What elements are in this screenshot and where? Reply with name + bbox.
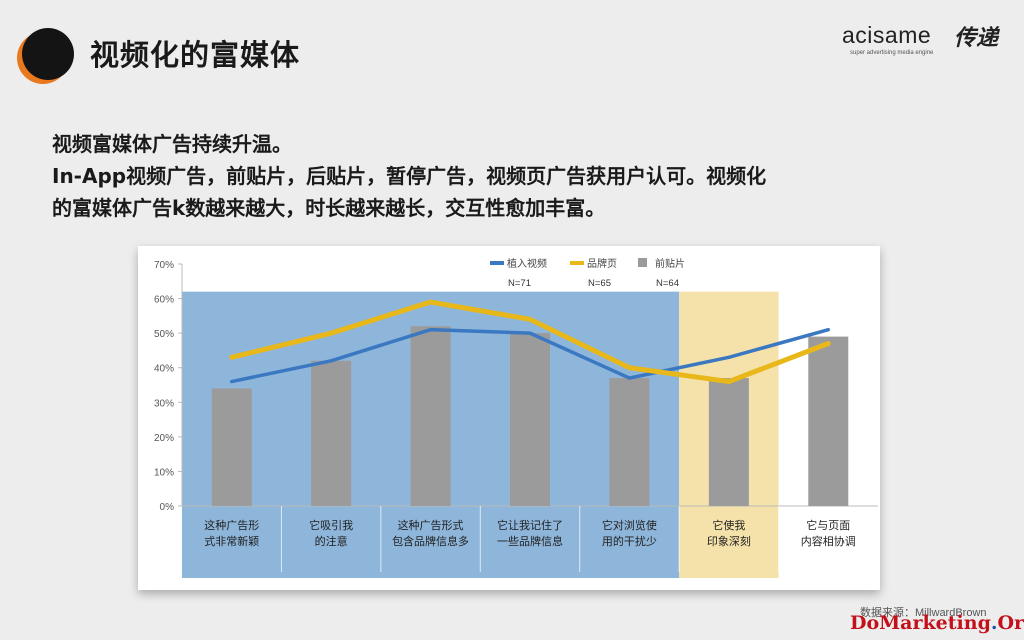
y-tick-label: 70% xyxy=(154,260,174,271)
legend-swatch xyxy=(490,261,504,265)
x-tick-label: 一些品牌信息 xyxy=(497,534,563,548)
x-tick-label: 它吸引我 xyxy=(309,518,353,532)
y-tick-label: 0% xyxy=(160,502,175,513)
bar-1 xyxy=(211,388,252,506)
body-line-1: 视频富媒体广告持续升温。 xyxy=(52,132,292,156)
source-note: 数据来源：MillwardBrown xyxy=(860,607,987,619)
body-text: 视频富媒体广告持续升温。 In-App视频广告，前贴片，后贴片，暂停广告，视频页… xyxy=(52,128,972,224)
bar-4 xyxy=(510,333,550,506)
header-circle-icon xyxy=(22,28,74,80)
x-tick-label: 它对浏览使 xyxy=(602,518,657,532)
brand-logo: acisame 传递 super advertising media engin… xyxy=(842,20,1002,60)
x-tick-label: 这种广告形式 xyxy=(398,518,464,532)
bar-5 xyxy=(609,378,650,506)
logo-tagline: super advertising media engine xyxy=(850,50,934,56)
chart-card: 0% 10% 20% 30% 40% 50% 60% 70% 这种广告形式非常新颖 它吸引我的注意… xyxy=(138,246,880,590)
bar-6 xyxy=(708,378,749,506)
logo-text: acisame xyxy=(842,22,932,48)
logo-cn-text: 传递 xyxy=(954,26,999,51)
line-series-2 xyxy=(229,299,831,385)
x-tick-label: 内容相协调 xyxy=(801,534,856,548)
watermark: DoMarketing.Org xyxy=(850,612,1024,634)
x-tick-label: 它使我 xyxy=(712,518,745,532)
watermark-tld: Org xyxy=(997,612,1024,634)
legend-swatch xyxy=(570,261,584,265)
legend-label: 前贴片 xyxy=(655,257,685,270)
watermark-main: DoMarketing xyxy=(850,612,991,634)
x-tick-label: 用的干扰少 xyxy=(602,534,657,548)
legend-n-label: N=71 xyxy=(508,278,531,289)
x-tick-label: 它让我记住了 xyxy=(497,518,563,532)
x-tick-label: 包含品牌信息多 xyxy=(392,534,469,548)
body-line-2: In-App视频广告，前贴片，后贴片，暂停广告，视频页广告获用户认可。视频化 xyxy=(52,164,767,188)
y-tick-label: 10% xyxy=(154,467,174,478)
line-series-1 xyxy=(229,327,831,384)
legend-label: 品牌页 xyxy=(587,257,617,270)
y-tick-label: 50% xyxy=(154,329,174,340)
y-tick-label: 60% xyxy=(154,295,174,306)
x-tick-label: 的注意 xyxy=(315,534,348,548)
x-tick-label: 这种广告形 xyxy=(204,518,259,532)
legend-swatch xyxy=(638,258,647,267)
watermark-dot: . xyxy=(990,612,998,634)
body-line-3: 的富媒体广告k数越来越大，时长越来越长，交互性愈加丰富。 xyxy=(52,196,606,220)
y-tick-label: 20% xyxy=(154,433,174,444)
bar-3 xyxy=(410,326,451,506)
legend-n-label: N=64 xyxy=(656,278,679,289)
bar-7 xyxy=(808,336,849,506)
x-tick-label: 印象深刻 xyxy=(707,534,751,548)
legend-n-label: N=65 xyxy=(588,278,611,289)
x-tick-label: 它与页面 xyxy=(806,518,850,532)
y-tick-label: 40% xyxy=(154,364,174,375)
y-tick-label: 30% xyxy=(154,398,174,409)
legend-label: 植入视频 xyxy=(507,257,547,270)
page-title: 视频化的富媒体 xyxy=(90,38,301,72)
x-tick-label: 式非常新颖 xyxy=(204,534,259,548)
bar-2 xyxy=(311,360,352,506)
